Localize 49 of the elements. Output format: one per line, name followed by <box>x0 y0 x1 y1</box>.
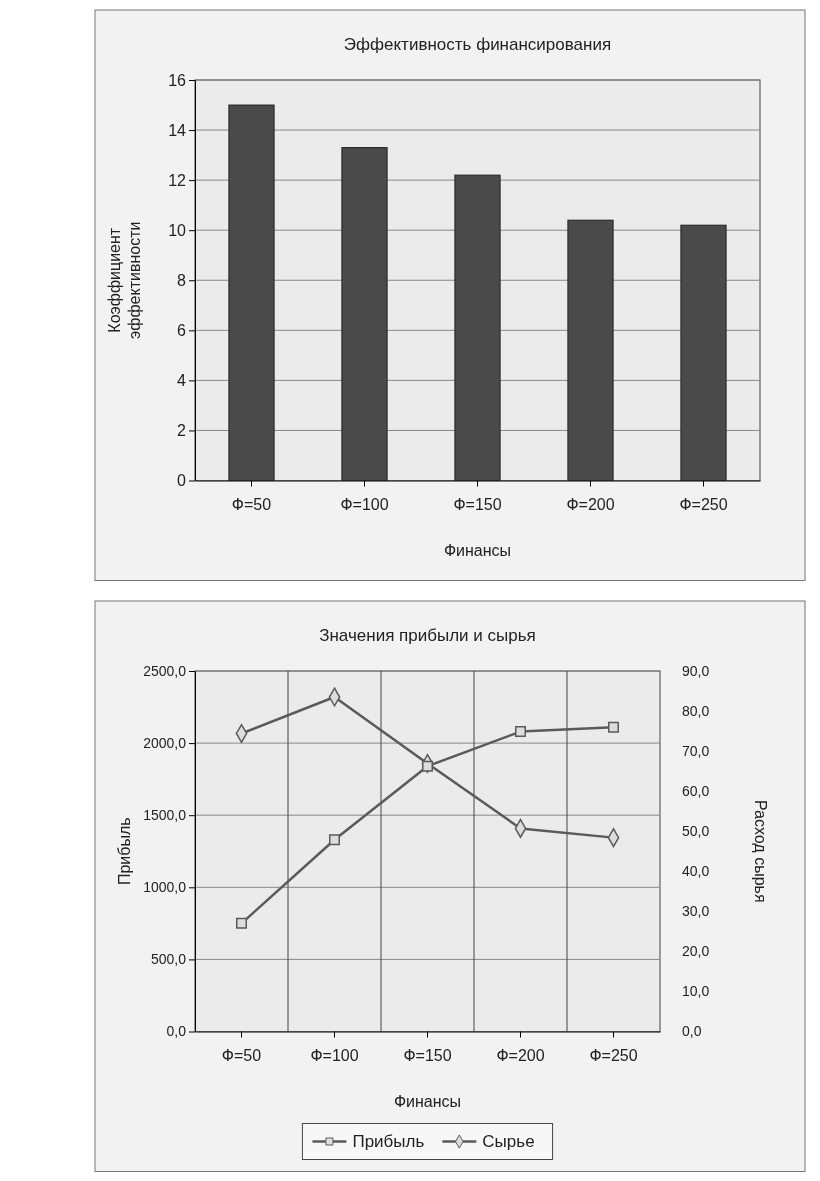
y-tick-label: 0,0 <box>166 1022 187 1039</box>
y2-tick-label: 80,0 <box>682 702 710 719</box>
y-axis-title: Коэффициент эффективности <box>106 221 143 339</box>
y-tick-label: 2500,0 <box>143 662 187 679</box>
y2-tick-label: 40,0 <box>682 862 710 879</box>
y2-tick-label: 30,0 <box>682 902 710 919</box>
y2-tick-label: 90,0 <box>682 662 710 679</box>
x-tick-label: Ф=150 <box>453 496 502 514</box>
y-tick-label: 0 <box>177 472 187 490</box>
y-tick-label: 4 <box>177 371 187 389</box>
y-tick-label: 1000,0 <box>143 878 187 895</box>
chart-title: Значения прибыли и сырья <box>319 625 536 645</box>
point <box>515 725 526 737</box>
x-tick-label: Ф=200 <box>496 1046 545 1064</box>
y-axis-title: Прибыль <box>116 816 133 885</box>
y2-tick-label: 20,0 <box>682 942 710 959</box>
y-tick-label: 16 <box>168 71 187 89</box>
x-tick-label: Ф=250 <box>589 1046 638 1064</box>
x-tick-label: Ф=50 <box>231 496 272 514</box>
legend-label: Прибыль <box>352 1131 425 1151</box>
x-tick-label: Ф=200 <box>566 496 615 514</box>
point <box>329 833 340 845</box>
y2-tick-label: 60,0 <box>682 782 710 799</box>
y2-tick-label: 50,0 <box>682 822 710 839</box>
chart-title: Эффективность финансирования <box>343 35 612 54</box>
y-tick-label: 2 <box>177 422 187 440</box>
y-tick-label: 6 <box>177 321 187 339</box>
y-tick-label: 500,0 <box>150 950 187 967</box>
y-tick-label: 2000,0 <box>143 734 187 751</box>
x-tick-label: Ф=250 <box>679 496 728 514</box>
x-axis-title: Финансы <box>393 1092 462 1109</box>
y2-tick-label: 10,0 <box>682 982 710 999</box>
point <box>422 760 433 772</box>
y-tick-label: 12 <box>168 171 187 189</box>
y-tick-label: 14 <box>168 121 187 139</box>
x-tick-label: Ф=100 <box>310 1046 359 1064</box>
y-tick-label: 10 <box>168 221 187 239</box>
point <box>608 721 619 733</box>
x-tick-label: Ф=150 <box>403 1046 452 1064</box>
y2-tick-label: 0,0 <box>682 1022 702 1039</box>
y2-tick-label: 70,0 <box>682 742 710 759</box>
y2-axis-title: Расход сырья <box>752 799 769 903</box>
y-tick-label: 8 <box>177 271 187 289</box>
x-tick-label: Ф=100 <box>340 496 389 514</box>
y-tick-label: 1500,0 <box>143 806 187 823</box>
point <box>236 917 247 929</box>
legend-label: Сырье <box>482 1131 535 1151</box>
x-axis-title: Финансы <box>443 541 512 559</box>
x-tick-label: Ф=50 <box>221 1046 262 1064</box>
